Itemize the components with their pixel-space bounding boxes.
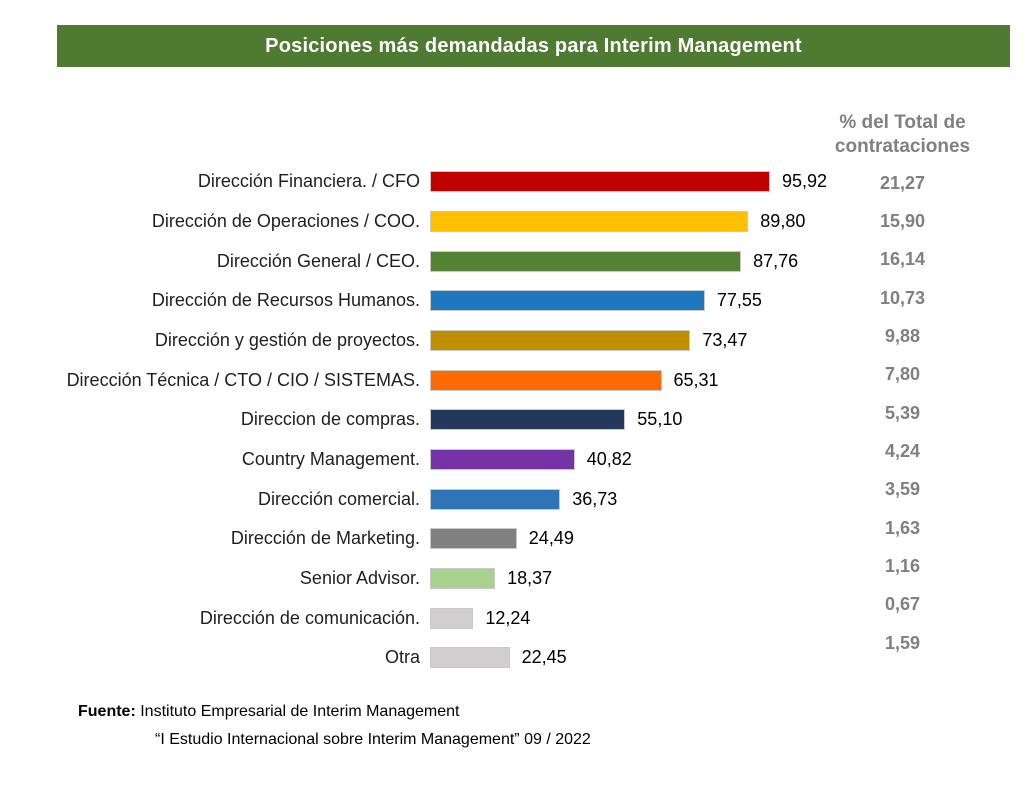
pct-value-column: 21,27 15,90 16,14 10,73 9,88 7,80 5,39 4… [840, 164, 965, 662]
bar [430, 329, 691, 351]
category-label: Dirección de Recursos Humanos. [151, 290, 420, 311]
pct-value: 1,16 [884, 555, 921, 576]
category-label: Country Management. [241, 448, 420, 469]
category-label: Dirección Técnica / CTO / CIO / SISTEMAS… [66, 369, 420, 390]
chart-row: Dirección General / CEO. 87,76 [0, 241, 1024, 281]
chart-row: Dirección Financiera. / CFO 95,92 [0, 162, 1024, 202]
chart-row: Dirección de Recursos Humanos. 77,55 [0, 281, 1024, 321]
pct-header-line2: contrataciones [834, 136, 971, 157]
category-label: Dirección General / CEO. [216, 250, 420, 271]
pct-column-header: % del Total de contrataciones [810, 111, 995, 159]
bar-value-label: 40,82 [586, 448, 632, 469]
bar [430, 607, 474, 629]
bar-value-label: 65,31 [673, 369, 719, 390]
citation-line: “I Estudio Internacional sobre Interim M… [155, 731, 591, 748]
chart-row: Dirección Técnica / CTO / CIO / SISTEMAS… [0, 360, 1024, 400]
pct-value: 7,80 [884, 364, 921, 385]
bar [430, 409, 626, 431]
source-line: Fuente: Instituto Empresarial de Interim… [78, 703, 591, 721]
bar [430, 488, 561, 510]
chart-row: Dirección de comunicación. 12,24 [0, 598, 1024, 638]
bar-value-label: 73,47 [702, 329, 748, 350]
bar-value-label: 89,80 [760, 210, 806, 231]
bar-value-label: 77,55 [716, 290, 762, 311]
category-label: Direccion de compras. [240, 409, 420, 430]
pct-value: 1,63 [884, 517, 921, 538]
pct-value: 9,88 [884, 325, 921, 346]
bar [430, 647, 510, 669]
chart-title: Posiciones más demandadas para Interim M… [265, 34, 802, 57]
source-footer: Fuente: Instituto Empresarial de Interim… [78, 703, 591, 749]
bar [430, 448, 575, 470]
pct-value: 16,14 [879, 249, 926, 270]
pct-value: 1,59 [884, 632, 921, 653]
category-label: Dirección Financiera. / CFO [197, 171, 420, 192]
bar [430, 567, 496, 589]
pct-value: 15,90 [879, 210, 926, 231]
category-label: Dirección de Marketing. [230, 528, 420, 549]
pct-value: 5,39 [884, 402, 921, 423]
category-label: Otra [384, 647, 420, 668]
bar [430, 369, 662, 391]
pct-value: 3,59 [884, 479, 921, 500]
chart-row: Direccion de compras. 55,10 [0, 400, 1024, 440]
pct-value: 10,73 [879, 287, 926, 308]
category-label: Senior Advisor. [299, 567, 420, 588]
bar-value-label: 12,24 [485, 607, 531, 628]
bar [430, 210, 749, 232]
category-label: Dirección y gestión de proyectos. [154, 329, 420, 350]
bar-value-label: 55,10 [637, 409, 683, 430]
category-label: Dirección de Operaciones / COO. [151, 210, 420, 231]
pct-header-line1: % del Total de [839, 112, 966, 133]
category-label: Dirección de comunicación. [199, 607, 420, 628]
bar-chart: Dirección Financiera. / CFO 95,92 Direcc… [0, 162, 1024, 678]
bar-value-label: 87,76 [753, 250, 799, 271]
chart-row: Dirección de Operaciones / COO. 89,80 [0, 202, 1024, 242]
chart-row: Otra 22,45 [0, 638, 1024, 678]
chart-row: Dirección y gestión de proyectos. 73,47 [0, 321, 1024, 361]
bar-value-label: 36,73 [572, 488, 618, 509]
bar [430, 290, 705, 312]
bar-value-label: 18,37 [507, 567, 553, 588]
pct-value: 0,67 [884, 594, 921, 615]
bar-value-label: 24,49 [528, 528, 574, 549]
bar-value-label: 95,92 [782, 171, 828, 192]
bar [430, 250, 742, 272]
category-label: Dirección comercial. [257, 488, 420, 509]
pct-value: 21,27 [879, 172, 926, 193]
chart-row: Senior Advisor. 18,37 [0, 559, 1024, 599]
chart-row: Country Management. 40,82 [0, 440, 1024, 480]
pct-value: 4,24 [884, 440, 921, 461]
source-text: Instituto Empresarial de Interim Managem… [140, 703, 460, 720]
chart-row: Dirección de Marketing. 24,49 [0, 519, 1024, 559]
bar [430, 171, 770, 193]
bar [430, 528, 517, 550]
bar-value-label: 22,45 [521, 647, 567, 668]
chart-title-bar: Posiciones más demandadas para Interim M… [57, 25, 1010, 67]
chart-row: Dirección comercial. 36,73 [0, 479, 1024, 519]
source-label: Fuente: [78, 703, 136, 720]
